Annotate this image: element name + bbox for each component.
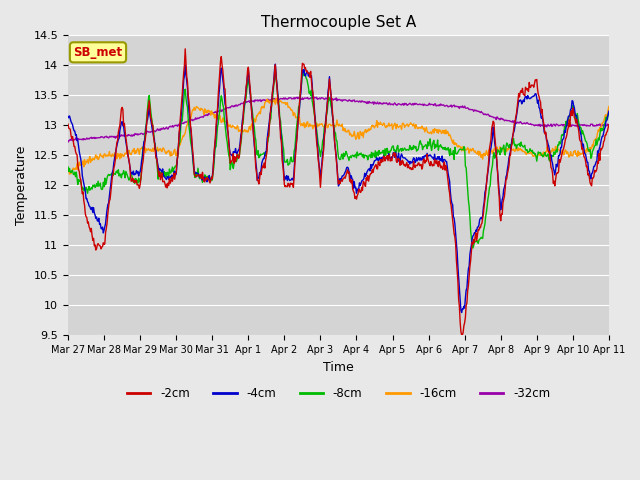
Title: Thermocouple Set A: Thermocouple Set A — [261, 15, 416, 30]
Legend: -2cm, -4cm, -8cm, -16cm, -32cm: -2cm, -4cm, -8cm, -16cm, -32cm — [122, 382, 555, 404]
Text: SB_met: SB_met — [74, 46, 123, 59]
Y-axis label: Temperature: Temperature — [15, 145, 28, 225]
X-axis label: Time: Time — [323, 360, 354, 373]
